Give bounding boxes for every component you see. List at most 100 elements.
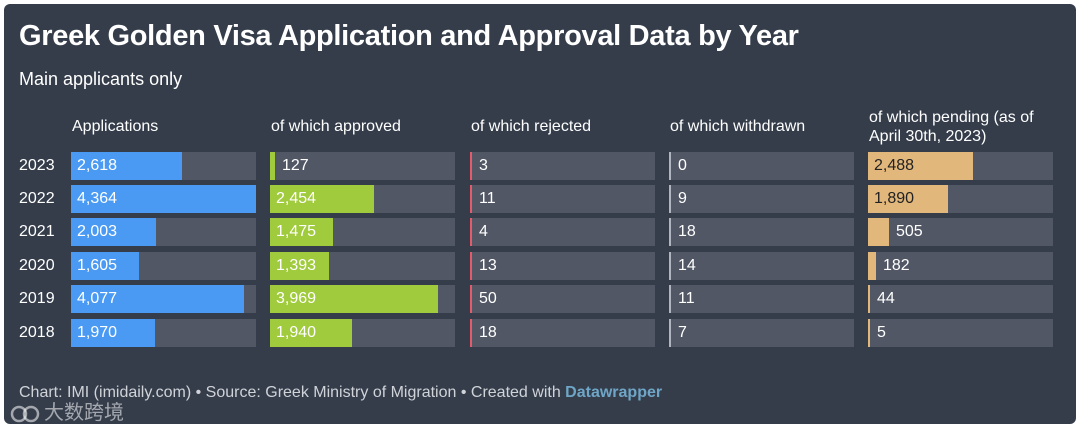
value-label-withdrawn-2018: 7: [678, 324, 687, 341]
value-label-pending-2018: 5: [877, 324, 886, 341]
bar-track-rejected-2022: 11: [470, 185, 655, 213]
bar-withdrawn-2019: [669, 285, 671, 313]
bar-track-applications-2022: 4,364: [71, 185, 256, 213]
value-label-approved-2020: 1,393: [276, 257, 317, 274]
bar-track-pending-2021: 505: [868, 218, 1053, 246]
bar-withdrawn-2020: [669, 252, 671, 280]
bar-rejected-2019: [470, 285, 472, 313]
bar-withdrawn-2023: [669, 152, 671, 180]
bar-track-applications-2020: 1,605: [71, 252, 256, 280]
chart-subtitle: Main applicants only: [19, 69, 183, 89]
bar-approved-2021: [270, 218, 333, 246]
bar-track-rejected-2020: 13: [470, 252, 655, 280]
column-header-applications: Applications: [72, 118, 159, 135]
bar-track-approved-2019: 3,969: [270, 285, 455, 313]
value-label-rejected-2022: 11: [479, 190, 496, 207]
value-label-applications-2018: 1,970: [77, 324, 118, 341]
value-label-withdrawn-2023: 0: [678, 157, 687, 174]
bar-track-applications-2018: 1,970: [71, 319, 256, 347]
value-label-applications-2019: 4,077: [77, 290, 118, 307]
bar-track-withdrawn-2022: 9: [669, 185, 854, 213]
bar-pending-2019: [868, 285, 870, 313]
datawrapper-link[interactable]: Datawrapper: [565, 384, 663, 401]
bar-pending-2022: [868, 185, 948, 213]
bar-track-applications-2019: 4,077: [71, 285, 256, 313]
bar-track-withdrawn-2020: 14: [669, 252, 854, 280]
value-label-approved-2019: 3,969: [276, 290, 317, 307]
value-label-withdrawn-2019: 11: [678, 290, 695, 307]
watermark-text: 大数跨境: [44, 402, 124, 424]
value-label-applications-2022: 4,364: [77, 190, 118, 207]
bar-track-applications-2023: 2,618: [71, 152, 256, 180]
bar-approved-2023: [270, 152, 275, 180]
bar-track-applications-2021: 2,003: [71, 218, 256, 246]
bar-withdrawn-2018: [669, 319, 671, 347]
bar-track-approved-2020: 1,393: [270, 252, 455, 280]
bar-applications-2023: [71, 152, 182, 180]
value-label-pending-2021: 505: [896, 223, 923, 240]
value-label-approved-2022: 2,454: [276, 190, 317, 207]
value-label-applications-2023: 2,618: [77, 157, 118, 174]
watermark-logo-icon: [10, 405, 40, 422]
value-label-withdrawn-2022: 9: [678, 190, 687, 207]
bar-track-withdrawn-2019: 11: [669, 285, 854, 313]
bar-pending-2021: [868, 218, 889, 246]
bar-applications-2020: [71, 252, 139, 280]
bar-track-rejected-2023: 3: [470, 152, 655, 180]
bar-applications-2019: [71, 285, 244, 313]
bar-withdrawn-2021: [669, 218, 671, 246]
bar-withdrawn-2022: [669, 185, 671, 213]
bar-rejected-2020: [470, 252, 472, 280]
year-label-2020: 2020: [19, 257, 55, 274]
bar-track-withdrawn-2018: 7: [669, 319, 854, 347]
bar-approved-2022: [270, 185, 374, 213]
bar-rejected-2022: [470, 185, 472, 213]
value-label-approved-2021: 1,475: [276, 223, 317, 240]
value-label-approved-2023: 127: [282, 157, 309, 174]
bar-track-withdrawn-2023: 0: [669, 152, 854, 180]
bar-applications-2022: [71, 185, 256, 213]
bar-track-pending-2019: 44: [868, 285, 1053, 313]
chart-title: Greek Golden Visa Application and Approv…: [19, 20, 799, 52]
bar-track-withdrawn-2021: 18: [669, 218, 854, 246]
year-label-2019: 2019: [19, 290, 55, 307]
value-label-approved-2018: 1,940: [276, 324, 317, 341]
bar-track-pending-2023: 2,488: [868, 152, 1053, 180]
value-label-rejected-2020: 13: [479, 257, 497, 274]
bar-approved-2018: [270, 319, 352, 347]
value-label-pending-2019: 44: [877, 290, 895, 307]
bar-rejected-2018: [470, 319, 472, 347]
value-label-pending-2020: 182: [883, 257, 910, 274]
year-label-2022: 2022: [19, 190, 55, 207]
column-header-rejected: of which rejected: [471, 118, 592, 135]
bar-track-approved-2021: 1,475: [270, 218, 455, 246]
year-label-2021: 2021: [19, 223, 55, 240]
bar-track-pending-2020: 182: [868, 252, 1053, 280]
bar-rejected-2023: [470, 152, 472, 180]
value-label-rejected-2018: 18: [479, 324, 497, 341]
chart-footer: Chart: IMI (imidaily.com) • Source: Gree…: [19, 384, 662, 402]
bar-track-approved-2022: 2,454: [270, 185, 455, 213]
value-label-withdrawn-2021: 18: [678, 223, 696, 240]
bar-track-pending-2022: 1,890: [868, 185, 1053, 213]
bar-applications-2021: [71, 218, 156, 246]
footer-credits: Chart: IMI (imidaily.com) • Source: Gree…: [19, 384, 566, 401]
column-header-withdrawn: of which withdrawn: [670, 118, 806, 135]
bar-pending-2023: [868, 152, 973, 180]
year-label-2023: 2023: [19, 157, 55, 174]
bar-pending-2020: [868, 252, 876, 280]
value-label-withdrawn-2020: 14: [678, 257, 696, 274]
bar-pending-2018: [868, 319, 870, 347]
column-header-approved: of which approved: [271, 118, 401, 135]
bar-rejected-2021: [470, 218, 472, 246]
bar-track-rejected-2021: 4: [470, 218, 655, 246]
bar-approved-2019: [270, 285, 438, 313]
value-label-rejected-2021: 4: [479, 223, 488, 240]
year-label-2018: 2018: [19, 324, 55, 341]
value-label-rejected-2023: 3: [479, 157, 488, 174]
bar-track-pending-2018: 5: [868, 319, 1053, 347]
value-label-rejected-2019: 50: [479, 290, 497, 307]
bar-track-rejected-2019: 50: [470, 285, 655, 313]
watermark: 大数跨境: [10, 396, 124, 424]
bar-track-approved-2023: 127: [270, 152, 455, 180]
